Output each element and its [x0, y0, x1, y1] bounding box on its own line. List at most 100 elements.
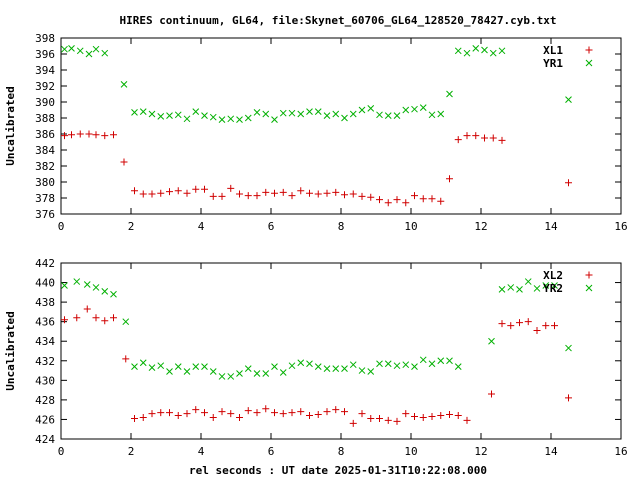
- y-tick-label: 396: [35, 48, 55, 61]
- plus-data-point: [376, 414, 383, 422]
- plus-data-point: [174, 412, 182, 420]
- plus-data-point: [367, 414, 375, 422]
- x-tick-label: 8: [338, 445, 345, 458]
- x-tick-label: 8: [338, 220, 345, 233]
- cross-data-point: [166, 112, 173, 119]
- cross-data-point: [174, 111, 182, 119]
- cross-data-point: [323, 112, 331, 119]
- plus-data-point: [85, 130, 93, 138]
- plus-data-point: [174, 187, 182, 195]
- cross-data-point: [68, 45, 75, 52]
- plus-data-point: [428, 195, 436, 203]
- plus-data-point: [551, 322, 558, 330]
- cross-data-point: [314, 108, 322, 115]
- x-tick-label: 12: [474, 445, 487, 458]
- cross-data-point: [122, 318, 130, 326]
- cross-data-point: [157, 113, 165, 120]
- plus-data-point: [419, 195, 427, 203]
- plus-data-point: [507, 322, 515, 330]
- cross-data-point: [131, 109, 138, 116]
- cross-data-point: [201, 112, 208, 119]
- plus-data-point: [183, 410, 191, 418]
- cross-data-point: [341, 365, 348, 372]
- plus-data-point: [297, 408, 305, 416]
- plus-data-point: [218, 192, 226, 200]
- plus-data-point: [227, 184, 235, 192]
- plus-data-point: [437, 197, 445, 205]
- y-tick-label: 388: [35, 112, 55, 125]
- y-tick-label: 382: [35, 160, 55, 173]
- cross-data-point: [253, 370, 261, 377]
- plus-data-point: [384, 199, 392, 207]
- plus-data-point: [73, 314, 81, 322]
- plus-data-point: [349, 190, 357, 198]
- y-tick-label: 428: [35, 394, 55, 407]
- legend-label: XL1: [543, 44, 563, 57]
- cross-data-point: [419, 104, 427, 111]
- cross-data-point: [92, 284, 100, 291]
- plus-data-point: [341, 408, 348, 416]
- x-tick-label: 14: [544, 445, 558, 458]
- plus-data-point: [393, 417, 401, 425]
- plus-data-point: [437, 412, 445, 420]
- plus-data-point: [565, 179, 572, 187]
- plus-data-point: [402, 199, 410, 207]
- plus-data-point: [288, 192, 296, 200]
- cross-data-point: [288, 362, 296, 370]
- plus-data-point: [110, 314, 117, 322]
- plus-data-point: [61, 316, 68, 324]
- cross-data-point: [83, 281, 91, 288]
- cross-data-point: [218, 116, 226, 123]
- cross-data-point: [236, 370, 243, 377]
- cross-data-point: [218, 373, 226, 380]
- cross-data-point: [358, 106, 366, 114]
- x-tick-label: 6: [268, 445, 275, 458]
- plus-data-point: [446, 411, 453, 419]
- cross-data-point: [76, 47, 84, 55]
- plus-data-point: [131, 187, 138, 195]
- cross-data-point: [148, 110, 156, 118]
- y-tick-label: 376: [35, 208, 55, 221]
- plus-data-point: [201, 185, 208, 193]
- cross-data-point: [349, 361, 357, 369]
- cross-data-point: [542, 282, 550, 289]
- cross-data-point: [446, 90, 453, 98]
- plus-data-point: [166, 188, 173, 196]
- plus-data-point: [139, 413, 147, 421]
- cross-data-point: [166, 368, 173, 375]
- plus-data-point: [481, 134, 488, 142]
- plus-data-point: [533, 326, 541, 334]
- legend-marker-icon: [585, 59, 593, 67]
- cross-data-point: [297, 110, 305, 118]
- cross-data-point: [524, 278, 532, 285]
- plus-data-point: [454, 136, 462, 144]
- plus-data-point: [209, 192, 217, 200]
- plus-data-point: [367, 193, 375, 201]
- plus-data-point: [498, 320, 506, 328]
- y-tick-label: 442: [35, 257, 55, 270]
- cross-data-point: [157, 362, 165, 370]
- plus-data-point: [349, 419, 357, 427]
- cross-data-point: [201, 363, 208, 370]
- plus-data-point: [68, 131, 75, 139]
- plus-data-point: [446, 175, 453, 183]
- plus-data-point: [297, 187, 305, 195]
- legend-marker-icon: [585, 46, 593, 54]
- y-tick-label: 430: [35, 374, 55, 387]
- plus-data-point: [341, 191, 348, 199]
- cross-data-point: [262, 370, 270, 377]
- x-tick-label: 0: [58, 445, 65, 458]
- plus-data-point: [209, 413, 217, 421]
- plot-frame: [60, 37, 622, 215]
- cross-data-point: [367, 368, 375, 375]
- cross-data-point: [183, 368, 191, 375]
- chart-title: HIRES continuum, GL64, file:Skynet_60706…: [119, 14, 556, 27]
- cross-data-point: [323, 365, 331, 372]
- cross-data-point: [101, 288, 109, 295]
- plus-data-point: [218, 408, 226, 416]
- plus-data-point: [139, 190, 147, 198]
- plus-data-point: [402, 410, 410, 418]
- cross-data-point: [516, 286, 523, 293]
- cross-data-point: [192, 108, 200, 115]
- plus-data-point: [157, 189, 165, 197]
